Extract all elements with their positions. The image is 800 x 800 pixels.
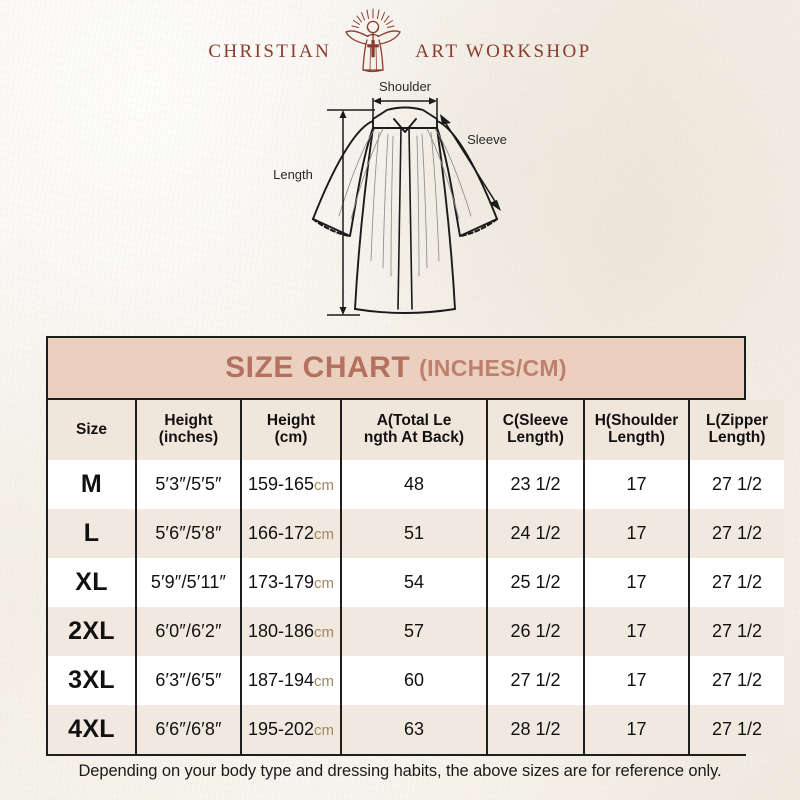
- cell-size: XL: [48, 558, 137, 607]
- column-header-shoulder-length-line1: H(Shoulder: [594, 412, 679, 430]
- column-header-back-length: A(Total Le ngth At Back): [341, 400, 488, 460]
- cell-height-cm: 159-165cm: [241, 460, 342, 509]
- cell-zipper-length: 27 1/2: [689, 607, 784, 656]
- cell-height-inches: 5′3″/5′5″: [136, 460, 242, 509]
- column-header-height-inches: Height (inches): [136, 400, 242, 460]
- cell-zipper-length: 27 1/2: [689, 509, 784, 558]
- cell-size: 3XL: [48, 656, 137, 705]
- diagram-label-sleeve: Sleeve: [467, 132, 507, 147]
- size-chart-footnote: Depending on your body type and dressing…: [78, 762, 722, 780]
- column-header-sleeve-length-line1: C(Sleeve: [502, 412, 569, 430]
- column-header-size: Size: [48, 400, 137, 460]
- cell-zipper-length: 27 1/2: [689, 656, 784, 705]
- cell-sleeve-length: 28 1/2: [487, 705, 585, 754]
- size-chart-banner: SIZE CHART (INCHES/CM): [48, 338, 744, 400]
- brand-header: CHRISTIAN: [0, 6, 800, 78]
- cell-back-length: 48: [341, 460, 488, 509]
- table-row: 4XL 6′6″/6′8″ 195-202cm 63 28 1/2 17 27 …: [48, 705, 784, 754]
- table-header-row: Size Height (inches) Height (cm) A(Total…: [48, 400, 784, 460]
- cell-height-cm-unit: cm: [314, 526, 335, 543]
- column-header-back-length-line2: ngth At Back): [363, 429, 465, 446]
- cell-shoulder-length: 17: [584, 705, 690, 754]
- cell-size: 2XL: [48, 607, 137, 656]
- column-header-height-inches-line2: (inches): [158, 429, 219, 446]
- cell-height-cm-value: 195-202: [247, 719, 315, 739]
- cell-height-cm: 195-202cm: [241, 705, 342, 754]
- cell-shoulder-length: 17: [584, 509, 690, 558]
- cell-height-inches: 6′6″/6′8″: [136, 705, 242, 754]
- cell-height-cm: 180-186cm: [241, 607, 342, 656]
- cell-size: L: [48, 509, 137, 558]
- size-chart-title: SIZE CHART: [225, 351, 411, 384]
- cell-sleeve-length: 25 1/2: [487, 558, 585, 607]
- table-row: L 5′6″/5′8″ 166-172cm 51 24 1/2 17 27 1/…: [48, 509, 784, 558]
- size-chart-units: (INCHES/CM): [419, 354, 567, 381]
- cell-height-cm: 173-179cm: [241, 558, 342, 607]
- brand-word-right: ART WORKSHOP: [415, 41, 592, 62]
- column-header-zipper-length-line1: L(Zipper: [706, 412, 768, 430]
- cell-back-length: 57: [341, 607, 488, 656]
- cell-sleeve-length: 27 1/2: [487, 656, 585, 705]
- column-header-sleeve-length: C(Sleeve Length): [487, 400, 585, 460]
- cell-height-cm-value: 180-186: [247, 621, 315, 641]
- cell-height-cm-value: 166-172: [247, 523, 315, 543]
- cell-back-length: 60: [341, 656, 488, 705]
- cell-shoulder-length: 17: [584, 656, 690, 705]
- brand-word-left: CHRISTIAN: [208, 41, 332, 62]
- table-row: XL 5′9″/5′11″ 173-179cm 54 25 1/2 17 27 …: [48, 558, 784, 607]
- diagram-label-length: Length: [273, 167, 313, 182]
- size-chart-table-container: SIZE CHART (INCHES/CM) Size Heigh: [46, 336, 784, 756]
- cell-zipper-length: 27 1/2: [689, 460, 784, 509]
- cell-shoulder-length: 17: [584, 607, 690, 656]
- column-header-back-length-line1: A(Total Le: [376, 412, 452, 430]
- table-row: 2XL 6′0″/6′2″ 180-186cm 57 26 1/2 17 27 …: [48, 607, 784, 656]
- cell-height-cm-unit: cm: [314, 575, 335, 592]
- column-header-zipper-length: L(Zipper Length): [689, 400, 784, 460]
- cell-zipper-length: 27 1/2: [689, 558, 784, 607]
- cell-height-inches: 6′3″/6′5″: [136, 656, 242, 705]
- cell-height-cm-unit: cm: [314, 624, 335, 641]
- cell-shoulder-length: 17: [584, 558, 690, 607]
- column-header-shoulder-length: H(Shoulder Length): [584, 400, 690, 460]
- cell-height-cm: 187-194cm: [241, 656, 342, 705]
- cell-sleeve-length: 26 1/2: [487, 607, 585, 656]
- cell-size: M: [48, 460, 137, 509]
- cell-back-length: 63: [341, 705, 488, 754]
- column-header-sleeve-length-line2: Length): [507, 429, 564, 446]
- cell-height-cm-unit: cm: [314, 722, 335, 739]
- cell-height-inches: 5′9″/5′11″: [136, 558, 242, 607]
- column-header-zipper-length-line2: Length): [708, 429, 766, 446]
- cell-sleeve-length: 24 1/2: [487, 509, 585, 558]
- cell-height-inches: 6′0″/6′2″: [136, 607, 242, 656]
- column-header-height-cm: Height (cm): [241, 400, 342, 460]
- risen-christ-cross-icon: [327, 7, 419, 77]
- cell-shoulder-length: 17: [584, 460, 690, 509]
- cell-sleeve-length: 23 1/2: [487, 460, 585, 509]
- diagram-label-shoulder: Shoulder: [379, 79, 432, 94]
- clergy-robe-measurement-diagram: Shoulder Length Sleeve: [255, 76, 555, 331]
- cell-height-cm-unit: cm: [314, 673, 335, 690]
- cell-zipper-length: 27 1/2: [689, 705, 784, 754]
- column-header-height-cm-line1: Height: [266, 412, 316, 430]
- cell-size: 4XL: [48, 705, 137, 754]
- column-header-size-line1: Size: [75, 420, 107, 438]
- size-chart-table: Size Height (inches) Height (cm) A(Total…: [48, 400, 784, 754]
- cell-back-length: 54: [341, 558, 488, 607]
- cell-height-cm-value: 187-194: [247, 670, 315, 690]
- cell-height-cm-unit: cm: [314, 477, 335, 494]
- table-body: M 5′3″/5′5″ 159-165cm 48 23 1/2 17 27 1/…: [48, 460, 784, 754]
- column-header-shoulder-length-line2: Length): [608, 429, 665, 446]
- cell-height-inches: 5′6″/5′8″: [136, 509, 242, 558]
- cell-height-cm: 166-172cm: [241, 509, 342, 558]
- cell-back-length: 51: [341, 509, 488, 558]
- table-row: 3XL 6′3″/6′5″ 187-194cm 60 27 1/2 17 27 …: [48, 656, 784, 705]
- column-header-height-cm-line2: (cm): [274, 429, 308, 446]
- cell-height-cm-value: 173-179: [247, 572, 315, 592]
- column-header-height-inches-line1: Height: [164, 412, 213, 430]
- cell-height-cm-value: 159-165: [247, 474, 315, 494]
- table-row: M 5′3″/5′5″ 159-165cm 48 23 1/2 17 27 1/…: [48, 460, 784, 509]
